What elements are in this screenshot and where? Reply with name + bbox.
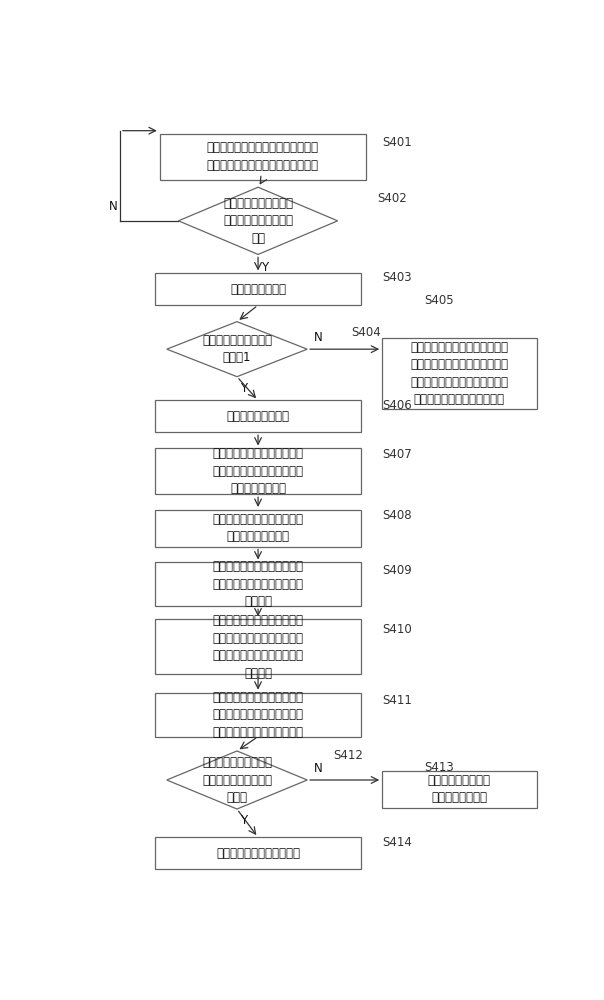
Text: 将每个站点的客流量求和后得
到线路站点客流总量: 将每个站点的客流量求和后得 到线路站点客流总量 <box>213 513 304 543</box>
Text: S413: S413 <box>424 761 454 774</box>
Text: 判定为单点客流异常，智能调度
系统给临近站点的下一自动驾驶
公交发送加速行驶速度指令，使
其尽快到达站点接送滞留乘客: 判定为单点客流异常，智能调度 系统给临近站点的下一自动驾驶 公交发送加速行驶速度… <box>410 341 509 406</box>
Polygon shape <box>179 187 338 254</box>
Polygon shape <box>167 751 307 809</box>
Bar <box>382 338 536 409</box>
Polygon shape <box>167 322 307 377</box>
Text: 判定为多点客流异常: 判定为多点客流异常 <box>226 410 289 423</box>
Text: 计算站点的个数与线路站点平
均客流量的乘积，总差值除以
乘积得到线路客流不均衡系数: 计算站点的个数与线路站点平 均客流量的乘积，总差值除以 乘积得到线路客流不均衡系… <box>213 691 304 739</box>
Text: S411: S411 <box>382 694 412 707</box>
Text: S401: S401 <box>382 136 412 149</box>
Bar <box>155 400 361 432</box>
Text: 确认发生客流异常: 确认发生客流异常 <box>230 283 286 296</box>
Bar <box>155 693 361 737</box>
Text: 判断线路客流不均衡系
数是否大于或等于第二
设定值: 判断线路客流不均衡系 数是否大于或等于第二 设定值 <box>202 756 272 804</box>
Bar <box>155 273 361 305</box>
Bar <box>155 837 361 869</box>
Text: 线路站点客流总量除以线路中
站点的个数，得到线路站点平
均客流量: 线路站点客流总量除以线路中 站点的个数，得到线路站点平 均客流量 <box>213 560 304 608</box>
Text: 智能调度系统安排跨站快车: 智能调度系统安排跨站快车 <box>216 847 300 860</box>
Text: S412: S412 <box>333 749 363 762</box>
Text: S408: S408 <box>382 509 412 522</box>
Text: N: N <box>314 331 323 344</box>
Text: 分别计算每个站点的客流量与
线路站点平均客流量的差的绝
对值，将每个绝对值求和后得
到总差值: 分别计算每个站点的客流量与 线路站点平均客流量的差的绝 对值，将每个绝对值求和后… <box>213 614 304 680</box>
Text: 计算线路中每个站点在指定时
间段内的客流到达率，并计算
每个站点的客流量: 计算线路中每个站点在指定时 间段内的客流到达率，并计算 每个站点的客流量 <box>213 447 304 495</box>
Bar <box>155 562 361 606</box>
Text: S409: S409 <box>382 564 412 577</box>
Bar <box>159 134 365 180</box>
Text: S410: S410 <box>382 623 412 636</box>
Bar <box>155 619 361 674</box>
Text: S402: S402 <box>378 192 407 205</box>
Text: Y: Y <box>240 814 248 827</box>
Text: S403: S403 <box>382 271 412 284</box>
Bar <box>155 510 361 547</box>
Text: N: N <box>109 200 117 213</box>
Text: S407: S407 <box>382 448 412 461</box>
Bar <box>155 448 361 494</box>
Text: S404: S404 <box>352 326 382 339</box>
Bar <box>382 771 536 808</box>
Text: 智能调度系统调整发
车间隔，增加班次: 智能调度系统调整发 车间隔，增加班次 <box>428 774 491 804</box>
Text: 判断异常站点的个数是
否大于1: 判断异常站点的个数是 否大于1 <box>202 334 272 364</box>
Text: S405: S405 <box>424 294 454 307</box>
Text: N: N <box>314 762 323 775</box>
Text: 获取某个站点的历史平均客流量和当
日客流量，并计算站点客流不均系数: 获取某个站点的历史平均客流量和当 日客流量，并计算站点客流不均系数 <box>207 141 319 172</box>
Text: S406: S406 <box>382 399 412 412</box>
Text: S414: S414 <box>382 836 412 849</box>
Text: Y: Y <box>240 382 248 395</box>
Text: 判断站点客流不均系数
是否大于或等于第一设
定值: 判断站点客流不均系数 是否大于或等于第一设 定值 <box>223 197 293 245</box>
Text: Y: Y <box>262 261 269 274</box>
